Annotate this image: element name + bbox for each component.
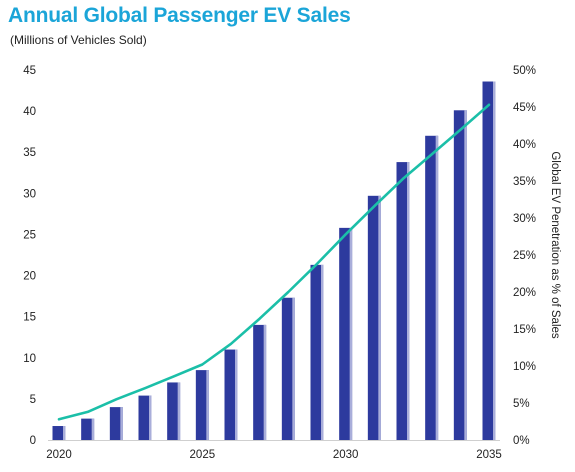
left-tick-label: 30: [23, 188, 36, 200]
bar-highlight: [177, 382, 181, 440]
left-tick-label: 20: [23, 271, 36, 283]
bar-body: [396, 162, 410, 441]
right-tick-label: 5%: [513, 398, 530, 410]
right-tick-label: 25%: [513, 250, 536, 262]
bar-body: [224, 349, 238, 440]
bar-highlight: [206, 370, 209, 440]
left-tick-label: 5: [30, 394, 36, 406]
bar-highlight: [149, 395, 152, 440]
bar: [482, 81, 496, 440]
x-tick-label: 2020: [46, 449, 72, 461]
bar-body: [167, 382, 181, 440]
right-tick-label: 50%: [513, 65, 536, 77]
bar-highlight: [263, 324, 267, 440]
bar-body: [339, 227, 353, 440]
bar: [310, 264, 324, 440]
bar: [224, 349, 238, 440]
bar-highlight: [321, 264, 324, 440]
right-tick-label: 40%: [513, 139, 536, 151]
left-tick-label: 40: [23, 106, 36, 118]
bar-highlight: [235, 349, 238, 440]
bar-body: [281, 297, 295, 440]
bar: [138, 395, 152, 440]
bar-body: [138, 395, 152, 440]
chart-title: Annual Global Passenger EV Sales: [8, 4, 351, 27]
left-tick-label: 10: [23, 353, 36, 365]
bar: [396, 162, 410, 441]
right-tick-label: 10%: [513, 361, 536, 373]
bar-highlight: [407, 162, 410, 441]
bar-highlight: [63, 426, 66, 440]
right-tick-label: 30%: [513, 213, 536, 225]
bar: [109, 407, 123, 440]
bar-body: [109, 407, 123, 440]
right-tick-label: 45%: [513, 102, 536, 114]
bar-body: [81, 418, 95, 440]
bar-body: [453, 110, 467, 441]
bar: [52, 426, 66, 440]
bar: [195, 370, 209, 440]
bar: [425, 135, 439, 440]
chart-subtitle: (Millions of Vehicles Sold): [10, 33, 147, 47]
right-tick-label: 20%: [513, 287, 536, 299]
penetration-line: [57, 103, 491, 421]
bar-highlight: [464, 110, 467, 441]
x-tick-label: 2030: [333, 449, 359, 461]
right-axis-ticks: 0% 5% 10% 15% 20% 25% 30% 35% 40% 45% 50%: [513, 65, 536, 447]
bar: [167, 382, 181, 440]
right-tick-label: 35%: [513, 176, 536, 188]
x-tick-label: 2025: [190, 449, 216, 461]
bar: [339, 227, 353, 440]
left-tick-label: 25: [23, 229, 36, 241]
bar-highlight: [120, 407, 123, 440]
bar-body: [482, 81, 496, 440]
left-tick-label: 15: [23, 312, 36, 324]
left-tick-label: 35: [23, 147, 36, 159]
bar: [281, 297, 295, 440]
bar-highlight: [292, 297, 295, 440]
x-tick-label: 2035: [476, 449, 502, 461]
bar-highlight: [349, 227, 353, 440]
bar: [253, 324, 267, 440]
bar: [453, 110, 467, 441]
left-tick-label: 0: [30, 435, 36, 447]
bar-body: [310, 264, 324, 440]
bar: [367, 195, 381, 440]
bar-body: [195, 370, 209, 440]
bar-series: [52, 81, 496, 441]
right-axis-label: Global EV Penetration as % of Sales: [549, 151, 561, 339]
left-tick-label: 45: [23, 65, 36, 77]
left-axis-ticks: 0 5 10 15 20 25 30 35 40 45: [23, 65, 36, 447]
x-axis-ticks: 2020 2025 2030 2035: [46, 449, 502, 461]
bar-body: [52, 426, 66, 440]
bar-body: [367, 195, 381, 440]
bar-body: [425, 135, 439, 440]
bar-highlight: [378, 195, 381, 440]
bar-body: [253, 324, 267, 440]
right-tick-label: 15%: [513, 324, 536, 336]
bar: [81, 418, 95, 440]
bar-highlight: [435, 135, 439, 440]
right-tick-label: 0%: [513, 435, 530, 447]
bar-highlight: [493, 81, 496, 440]
bar-highlight: [91, 418, 95, 440]
